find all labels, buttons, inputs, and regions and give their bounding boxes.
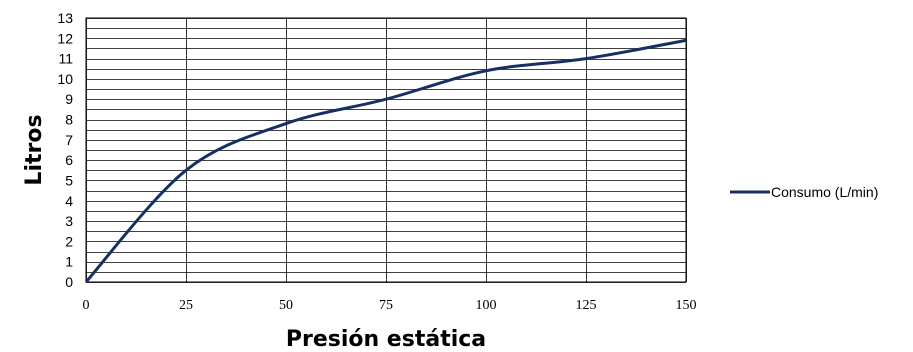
- x-tick-label: 100: [476, 298, 497, 313]
- y-tick-label: 9: [65, 91, 73, 107]
- y-tick-label: 8: [65, 112, 73, 128]
- x-tick-label: 125: [576, 298, 597, 313]
- x-tick-label: 25: [179, 298, 193, 313]
- y-tick-label: 4: [65, 193, 73, 209]
- series-line-consumo: [86, 40, 686, 282]
- y-tick-label: 0: [65, 274, 73, 290]
- x-tick-label: 0: [83, 298, 90, 313]
- y-tick-label: 3: [65, 213, 73, 229]
- x-tick-label: 50: [279, 298, 293, 313]
- legend: Consumo (L/min): [730, 184, 878, 200]
- y-tick-label: 11: [58, 51, 73, 67]
- y-tick-label: 7: [65, 132, 73, 148]
- x-tick-label: 150: [676, 298, 697, 313]
- y-tick-label: 6: [65, 152, 73, 168]
- y-tick-label: 12: [57, 30, 73, 46]
- y-tick-label: 10: [57, 71, 73, 87]
- y-tick-label: 2: [65, 233, 73, 249]
- y-axis-title: Litros: [22, 114, 47, 185]
- y-tick-label: 13: [57, 10, 73, 26]
- y-tick-label: 5: [65, 172, 73, 188]
- y-tick-label: 1: [65, 254, 73, 270]
- x-axis-title: Presión estática: [286, 327, 486, 352]
- x-axis-ticks: 0 25 50 75 100 125 150: [83, 298, 697, 313]
- legend-label-consumo: Consumo (L/min): [771, 184, 878, 200]
- x-tick-label: 75: [379, 298, 393, 313]
